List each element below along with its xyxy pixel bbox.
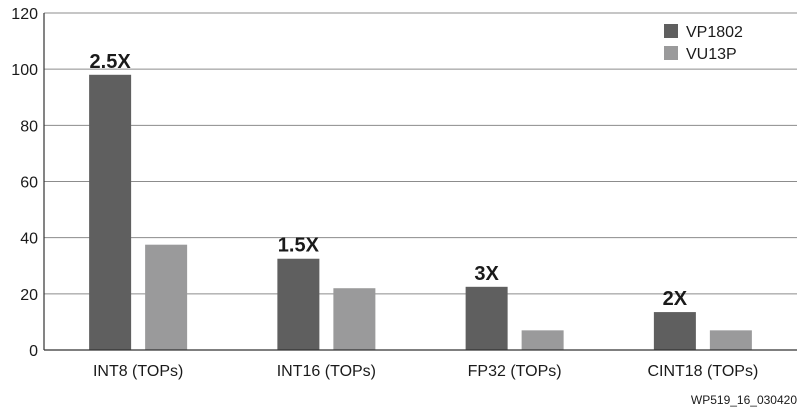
figure-id: WP519_16_030420 [691,393,797,407]
y-tick-label: 60 [20,175,38,192]
legend-label: VU13P [686,46,737,63]
y-tick-label: 40 [20,231,38,248]
bar-vu13p-3 [709,330,752,350]
x-tick-label: FP32 (TOPs) [468,363,562,380]
bar-vu13p-0 [145,244,188,350]
y-tick-label: 120 [11,6,38,23]
bar-vp1802-0 [89,74,132,351]
x-tick-label: INT16 (TOPs) [277,363,376,380]
ratio-annotation: 1.5X [278,235,320,257]
legend-label: VP1802 [686,24,743,41]
ratio-annotation: 3X [474,263,499,285]
y-tick-label: 0 [29,343,38,360]
gridlines [44,12,797,295]
legend: VP1802 VU13P [664,24,743,63]
ratio-annotation: 2.5X [90,51,132,73]
legend-swatch-vu13p [664,46,678,60]
bar-vu13p-2 [521,330,564,350]
x-tick-label: CINT18 (TOPs) [647,363,758,380]
bar-vp1802-3 [653,312,696,350]
y-tick-labels: 0 20 40 60 80 100 120 [11,6,38,360]
bar-vp1802-2 [465,286,508,350]
y-tick-label: 20 [20,287,38,304]
axes [43,13,797,351]
bars [89,74,752,351]
bar-vp1802-1 [277,258,320,350]
bar-annotations: 2.5X 1.5X 3X 2X [90,51,688,310]
ratio-annotation: 2X [663,288,688,310]
y-tick-label: 100 [11,62,38,79]
legend-swatch-vp1802 [664,24,678,38]
bar-vu13p-1 [333,288,376,350]
y-tick-label: 80 [20,118,38,135]
x-tick-labels: INT8 (TOPs) INT16 (TOPs) FP32 (TOPs) CINT18… [93,363,758,380]
x-tick-label: INT8 (TOPs) [93,363,183,380]
